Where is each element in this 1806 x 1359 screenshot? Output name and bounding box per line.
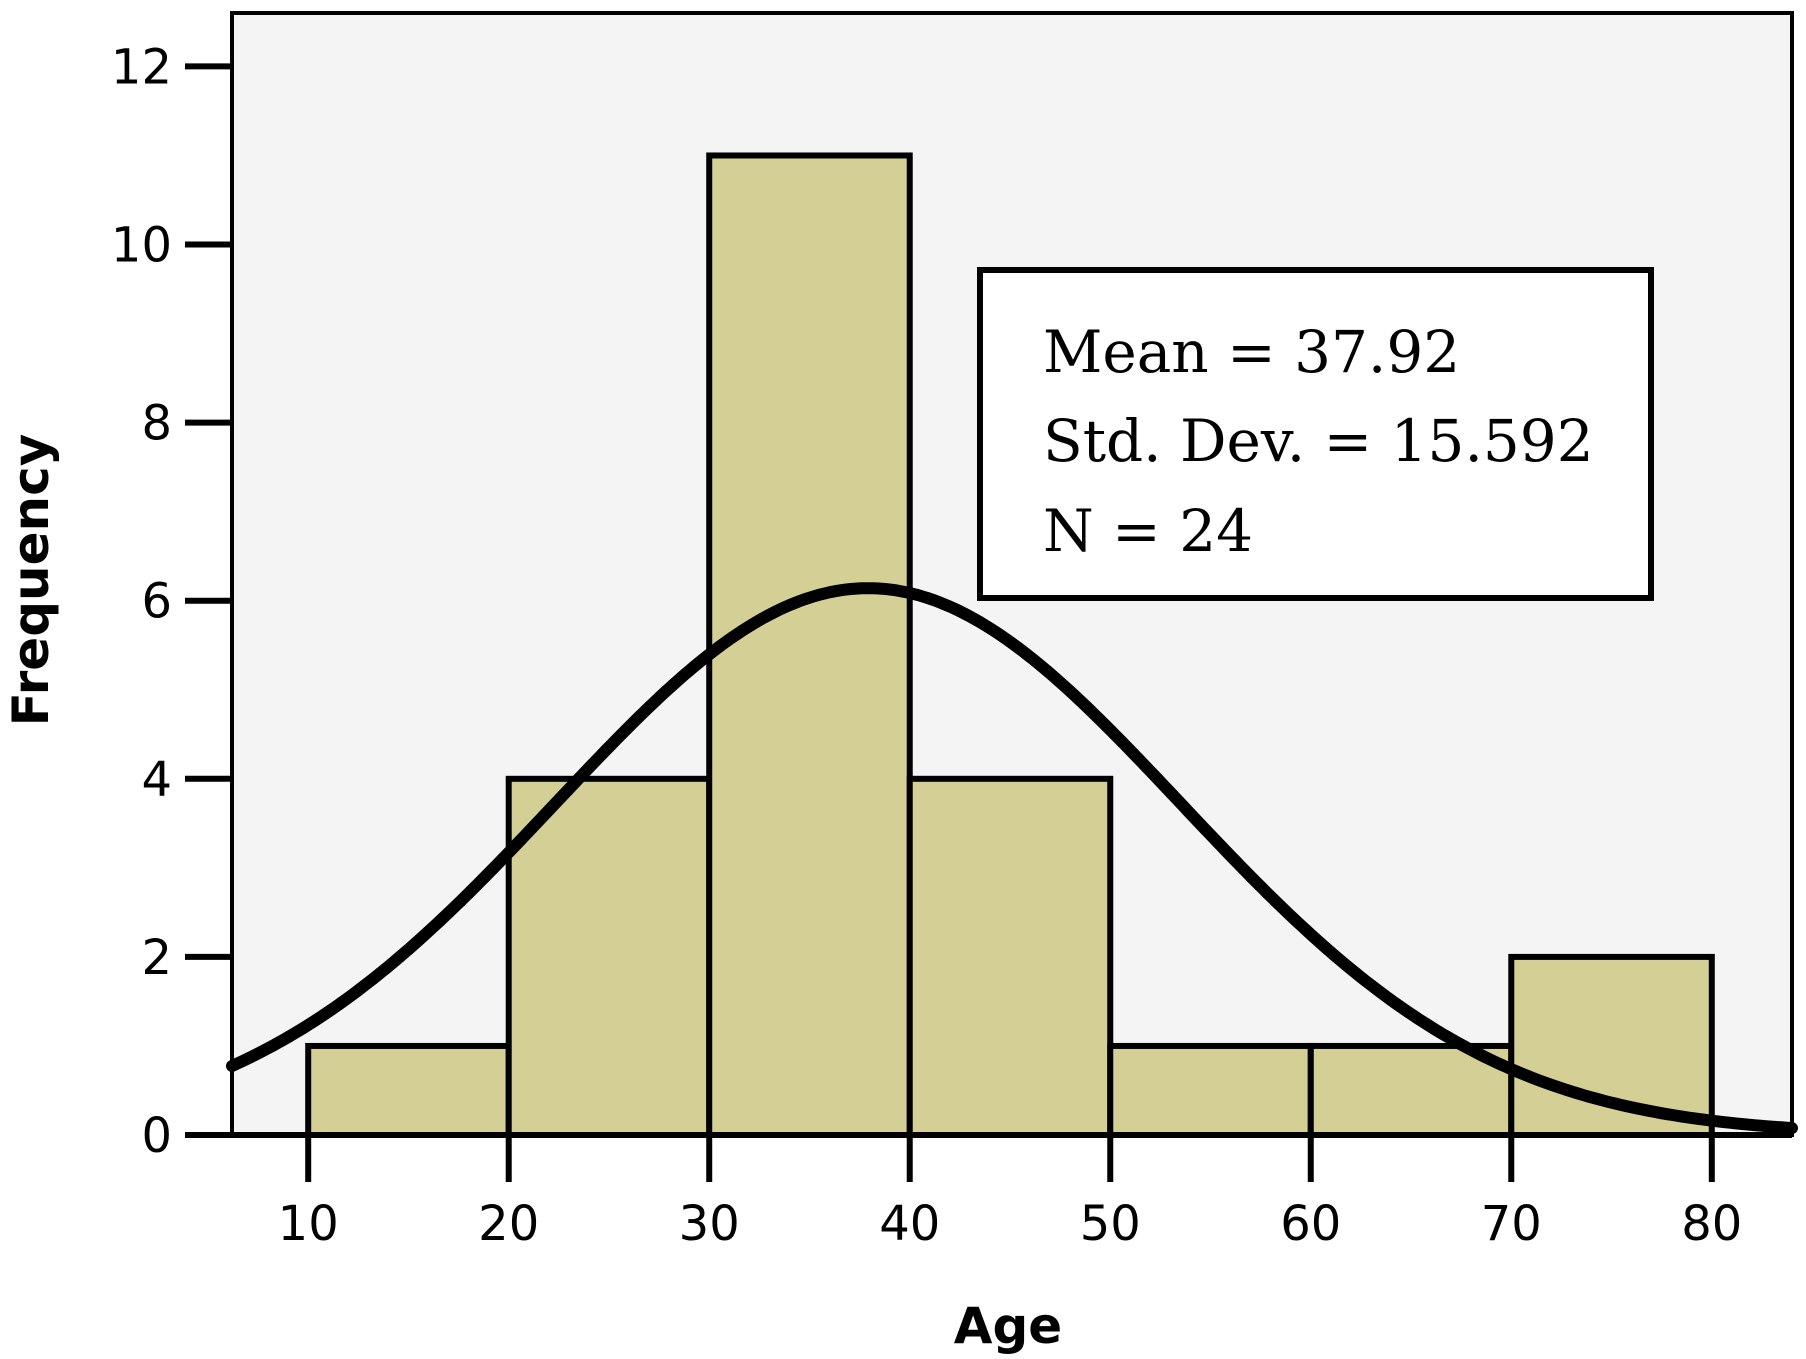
stats-n: N = 24 bbox=[1043, 497, 1253, 565]
x-tick-label: 30 bbox=[679, 1196, 740, 1252]
normal-curve bbox=[226, 582, 1798, 1135]
y-tick-label: 10 bbox=[111, 218, 172, 274]
x-tick-label: 40 bbox=[879, 1196, 940, 1252]
x-tick-label: 70 bbox=[1481, 1196, 1542, 1252]
y-tick-label: 4 bbox=[141, 752, 172, 808]
axes-group bbox=[230, 13, 1792, 1138]
y-ticks-group: 0 2 4 6 8 10 12 bbox=[111, 39, 232, 1164]
stats-box: Mean = 37.92 Std. Dev. = 15.592 N = 24 bbox=[977, 267, 1654, 601]
histogram-bar bbox=[305, 1042, 512, 1139]
stats-std-dev: Std. Dev. = 15.592 bbox=[1043, 407, 1594, 475]
y-tick-label: 0 bbox=[141, 1108, 172, 1164]
x-axis-title: Age bbox=[954, 1297, 1062, 1355]
histogram-bar bbox=[1107, 1042, 1314, 1139]
x-tick-label: 60 bbox=[1280, 1196, 1341, 1252]
x-tick-label: 10 bbox=[278, 1196, 339, 1252]
x-ticks-group: 10 20 30 40 50 60 70 80 bbox=[278, 1135, 1742, 1252]
histogram-bar bbox=[706, 152, 913, 1138]
y-tick-label: 6 bbox=[141, 574, 172, 630]
histogram-bar bbox=[505, 775, 713, 1138]
y-tick-label: 2 bbox=[141, 930, 172, 986]
x-tick-label: 80 bbox=[1681, 1196, 1742, 1252]
bars-group bbox=[305, 152, 1715, 1139]
y-axis-title: Frequency bbox=[2, 434, 60, 727]
stats-box-frame bbox=[977, 267, 1654, 601]
y-tick-label: 8 bbox=[141, 396, 172, 452]
stats-mean: Mean = 37.92 bbox=[1043, 318, 1460, 386]
x-tick-label: 20 bbox=[478, 1196, 539, 1252]
histogram-bar bbox=[906, 775, 1114, 1138]
x-tick-label: 50 bbox=[1080, 1196, 1141, 1252]
y-tick-label: 12 bbox=[111, 39, 172, 95]
